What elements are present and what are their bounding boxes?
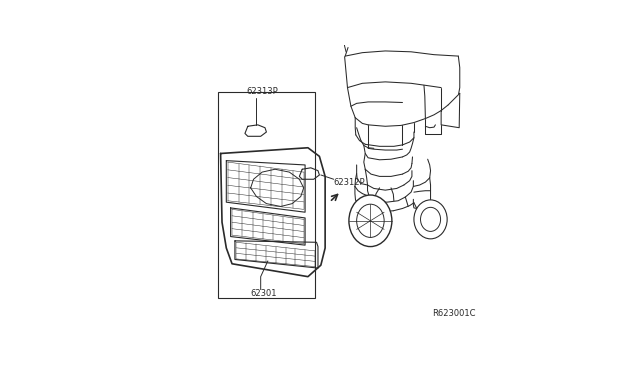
Text: R623001C: R623001C (433, 310, 476, 318)
Text: 62313P: 62313P (246, 87, 278, 96)
Ellipse shape (349, 195, 392, 247)
Ellipse shape (356, 204, 384, 237)
Ellipse shape (420, 207, 440, 231)
Text: 62301: 62301 (251, 289, 277, 298)
Ellipse shape (414, 200, 447, 239)
Bar (218, 92, 315, 298)
Text: 62312P: 62312P (333, 178, 365, 187)
